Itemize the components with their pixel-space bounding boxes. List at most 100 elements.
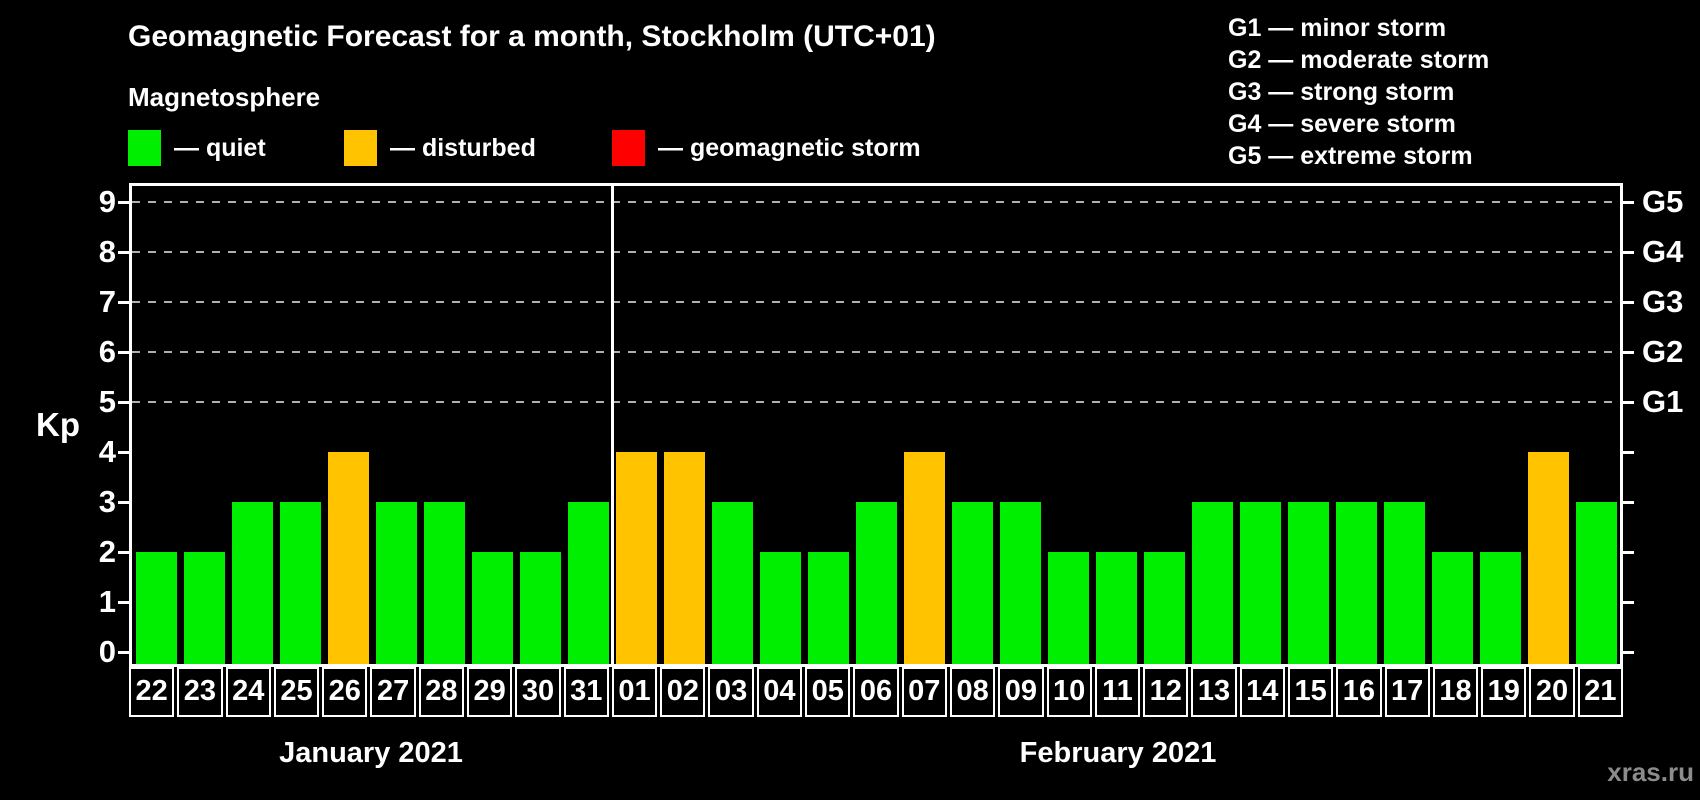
right-tick-3 [1623,500,1634,504]
kp-bar-07 [903,452,945,664]
kp-bar-24 [231,502,273,664]
right-tick-5 [1623,400,1634,404]
right-tick-4 [1623,450,1634,454]
kp-bar-13 [1191,502,1233,664]
left-tick-9 [118,200,129,204]
gridline-kp9 [132,201,1620,203]
day-cell-05: 05 [805,667,851,717]
day-cell-07: 07 [901,667,947,717]
legend-item-quiet: — quiet [128,129,266,167]
day-cell-26: 26 [322,667,368,717]
y-tick-label-7: 7 [98,284,116,319]
day-cell-21: 21 [1577,667,1623,717]
kp-bar-01 [615,452,657,664]
right-tick-9 [1623,200,1634,204]
right-axis-label-g2: G2 [1642,334,1684,369]
kp-bar-29 [471,552,513,664]
quiet-swatch-icon [128,130,161,166]
day-cell-23: 23 [177,667,223,717]
kp-bar-27 [375,502,417,664]
legend-label-storm: — geomagnetic storm [658,133,921,162]
day-cell-29: 29 [467,667,513,717]
left-tick-8 [118,250,129,254]
kp-bar-21 [1575,502,1617,664]
kp-bar-28 [423,502,465,664]
watermark: xras.ru [1607,757,1694,787]
storm-swatch-icon [612,130,645,166]
day-cell-02: 02 [660,667,706,717]
y-tick-label-0: 0 [98,634,116,669]
y-tick-label-5: 5 [98,384,116,419]
g-legend-line-g1: G1 — minor storm [1228,14,1447,42]
day-cell-30: 30 [515,667,561,717]
kp-bar-20 [1527,452,1569,664]
day-cell-25: 25 [273,667,320,717]
left-tick-6 [118,350,129,354]
y-tick-label-1: 1 [98,584,116,619]
right-axis-label-g4: G4 [1642,234,1684,269]
month-label-january: January 2021 [279,737,463,769]
g-legend-line-g3: G3 — strong storm [1228,78,1455,106]
kp-bar-30 [519,552,561,664]
kp-bar-14 [1239,502,1281,664]
day-cell-08: 08 [949,667,996,717]
kp-bar-26 [327,452,369,664]
left-tick-2 [118,550,129,554]
gridline-kp8 [132,251,1620,253]
g-legend-line-g2: G2 — moderate storm [1228,46,1490,74]
day-cell-18: 18 [1432,667,1479,717]
y-tick-label-8: 8 [98,234,116,269]
disturbed-swatch-icon [344,130,377,166]
legend-item-disturbed: — disturbed [344,129,536,167]
day-cell-13: 13 [1191,667,1237,717]
day-cell-11: 11 [1094,667,1141,717]
legend-label-disturbed: — disturbed [390,133,536,162]
day-cell-06: 06 [853,667,899,717]
legend-item-storm: — geomagnetic storm [612,129,921,167]
left-tick-0 [118,650,129,654]
kp-bar-02 [663,452,705,664]
day-cell-10: 10 [1046,667,1092,717]
g-scale-legend: G1 — minor storm G2 — moderate storm G3 … [1228,12,1489,172]
day-cell-22: 22 [129,667,175,717]
day-cell-12: 12 [1143,667,1189,717]
left-tick-5 [118,400,129,404]
day-cell-16: 16 [1336,667,1382,717]
kp-bar-16 [1335,502,1377,664]
page-title: Geomagnetic Forecast for a month, Stockh… [128,20,936,53]
kp-bar-19 [1479,552,1521,664]
day-label-row: 22 23 24 25 26 27 28 29 30 31 01 02 03 04 05 06 07 08 09 10… [129,667,1623,717]
kp-bar-06 [855,502,897,664]
right-tick-0 [1623,650,1634,654]
kp-bar-17 [1383,502,1425,664]
day-cell-27: 27 [370,667,416,717]
y-tick-label-6: 6 [98,334,116,369]
left-tick-7 [118,300,129,304]
g-legend-line-g5: G5 — extreme storm [1228,142,1473,170]
day-cell-14: 14 [1239,667,1285,717]
plot-area [129,183,1623,667]
y-tick-label-4: 4 [98,434,116,469]
g-legend-line-g4: G4 — severe storm [1228,110,1456,138]
kp-bar-15 [1287,502,1329,664]
kp-bar-10 [1047,552,1089,664]
kp-bar-04 [759,552,801,664]
kp-bar-05 [807,552,849,664]
kp-bar-12 [1143,552,1185,664]
y-tick-label-9: 9 [98,184,116,219]
right-tick-6 [1623,350,1634,354]
y-axis-label-kp: Kp [36,406,80,443]
month-label-february: February 2021 [1019,737,1217,769]
kp-bar-08 [951,502,993,664]
day-cell-24: 24 [225,667,271,717]
gridline-kp7 [132,301,1620,303]
y-tick-label-3: 3 [98,484,116,519]
month-separator-line [610,186,614,664]
left-tick-1 [118,600,129,604]
kp-bar-09 [999,502,1041,664]
right-axis-label-g1: G1 [1642,384,1684,419]
gridline-kp6 [132,351,1620,353]
day-cell-04: 04 [756,667,803,717]
right-tick-1 [1623,600,1634,604]
